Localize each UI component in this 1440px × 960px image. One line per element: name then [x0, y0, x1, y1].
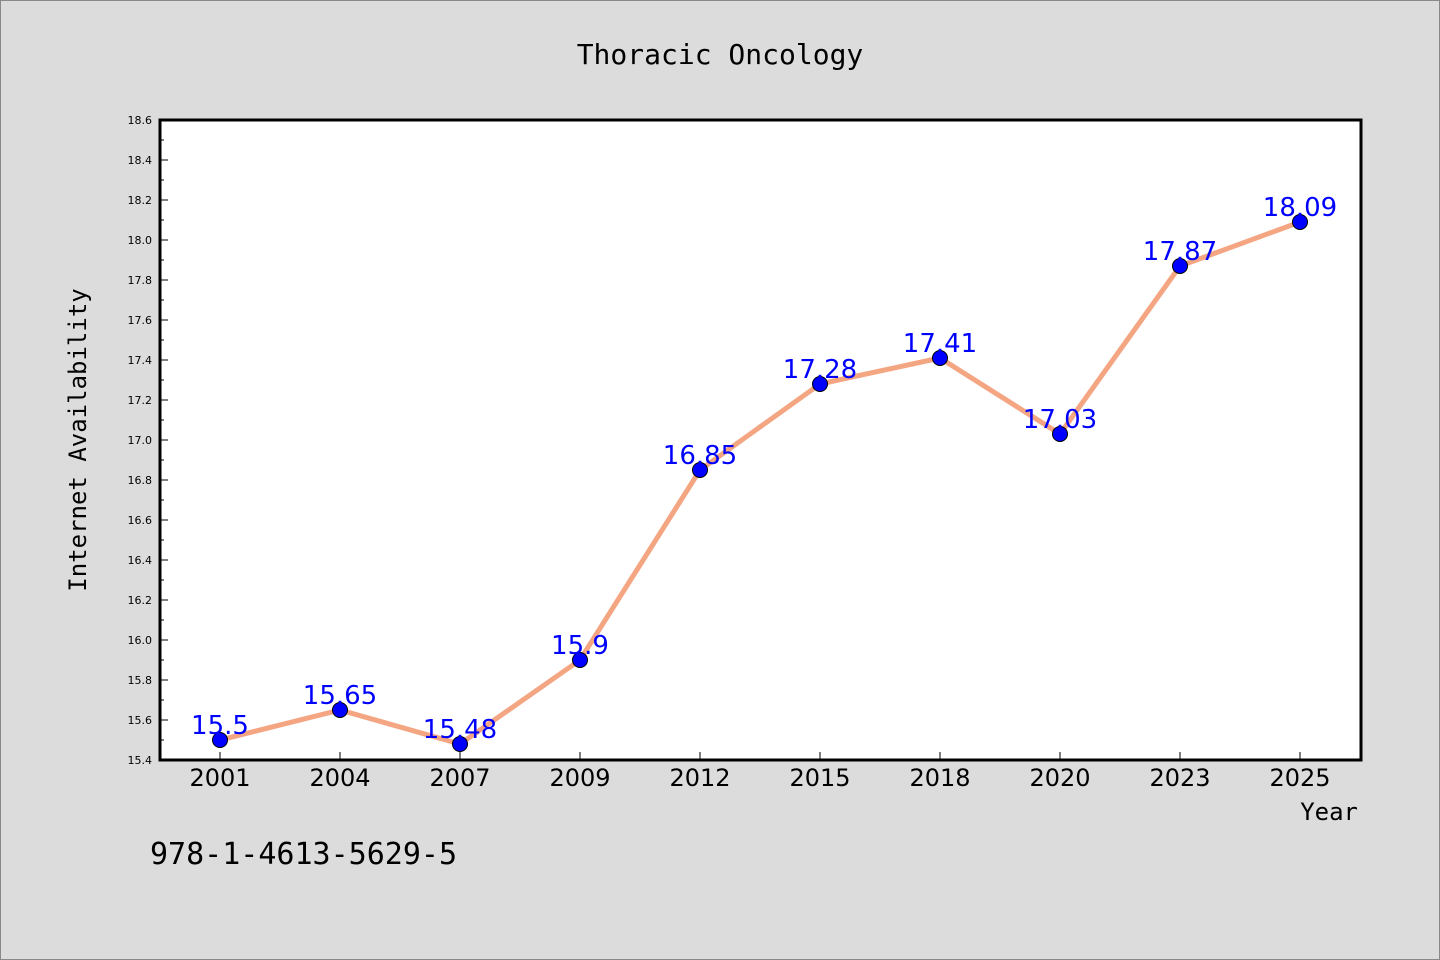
y-tick-label: 15.4	[128, 754, 153, 767]
data-label: 17.41	[903, 329, 977, 359]
data-label: 15.5	[191, 711, 249, 741]
data-point	[932, 350, 948, 366]
x-tick-label: 2025	[1269, 764, 1330, 792]
x-axis-label: Year	[1300, 798, 1358, 826]
y-tick-label: 16.8	[128, 474, 153, 487]
y-tick-label: 16.0	[128, 634, 153, 647]
x-tick-label: 2012	[669, 764, 730, 792]
data-point	[332, 702, 348, 718]
x-tick-label: 2009	[549, 764, 610, 792]
x-tick-label: 2007	[429, 764, 490, 792]
y-tick-label: 17.0	[128, 434, 153, 447]
data-point	[212, 732, 228, 748]
data-label: 18.09	[1263, 193, 1337, 223]
y-tick-label: 17.6	[128, 314, 153, 327]
x-tick-label: 2018	[909, 764, 970, 792]
y-tick-label: 18.0	[128, 234, 153, 247]
y-tick-label: 18.6	[128, 114, 153, 127]
data-point	[1292, 214, 1308, 230]
data-label: 16.85	[663, 441, 737, 471]
x-tick-label: 2023	[1149, 764, 1210, 792]
isbn-text: 978-1-4613-5629-5	[150, 837, 457, 872]
data-point	[1052, 426, 1068, 442]
data-label: 17.03	[1023, 405, 1097, 435]
data-label: 17.87	[1143, 237, 1217, 267]
y-tick-label: 17.8	[128, 274, 153, 287]
x-tick-label: 2015	[789, 764, 850, 792]
data-point	[1172, 258, 1188, 274]
y-tick-label: 18.2	[128, 194, 153, 207]
y-tick-label: 16.4	[128, 554, 153, 567]
data-point	[452, 736, 468, 752]
data-point	[692, 462, 708, 478]
y-axis-label: Internet Availability	[64, 288, 92, 591]
data-point	[812, 376, 828, 392]
data-label: 15.9	[551, 631, 609, 661]
x-tick-label: 2020	[1029, 764, 1090, 792]
y-tick-label: 17.2	[128, 394, 153, 407]
data-label: 15.48	[423, 715, 497, 745]
y-tick-label: 17.4	[128, 354, 153, 367]
y-tick-label: 18.4	[128, 154, 153, 167]
y-tick-label: 15.8	[128, 674, 153, 687]
x-tick-label: 2001	[189, 764, 250, 792]
plot-area	[160, 120, 1361, 760]
x-axis: 2001 2004 2007 2009 2012 2015 2018 2020 2023 2025	[189, 752, 1331, 792]
series-line	[217, 219, 1303, 747]
y-tick-label: 16.6	[128, 514, 153, 527]
data-point	[572, 652, 588, 668]
y-tick-label: 15.6	[128, 714, 153, 727]
plot-frame	[158, 118, 1363, 762]
x-tick-label: 2004	[309, 764, 370, 792]
y-tick-label: 16.2	[128, 594, 153, 607]
data-label: 15.65	[303, 681, 377, 711]
chart-title: Thoracic Oncology	[577, 38, 864, 71]
series-layer: 15.5 15.65 15.48 15.9 16.85 17.28 17.41 17.03 17…	[191, 193, 1337, 752]
data-label: 17.28	[783, 355, 857, 385]
